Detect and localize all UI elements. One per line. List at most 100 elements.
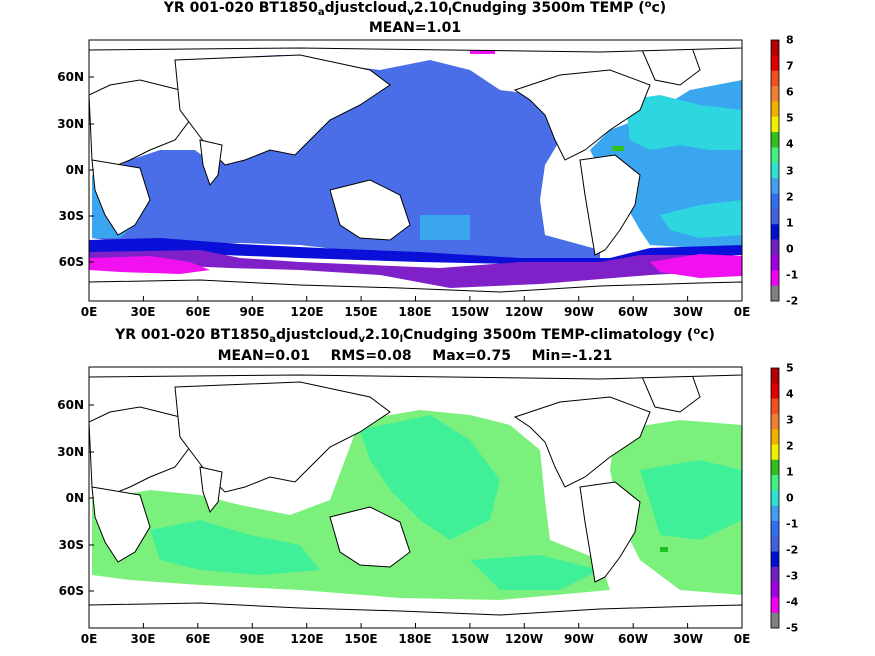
ocean-field-sw-pacific: [420, 215, 470, 240]
panel2-stats: MEAN=0.01 RMS=0.08 Max=0.75 Min=-1.21: [217, 348, 613, 364]
colorbar-swatch: [771, 193, 779, 210]
land-australia-2: [329, 506, 411, 568]
land-asia: [174, 54, 391, 166]
x-tick: 60E: [185, 632, 211, 646]
x-tick: 180E: [398, 632, 432, 646]
colorbar-label: 8: [786, 33, 794, 47]
x-tick: 60W: [618, 305, 648, 319]
x-tick: 30E: [130, 305, 156, 319]
land-sa-2: [579, 481, 641, 583]
x-tick: 150W: [450, 632, 490, 646]
colorbar-swatch: [771, 285, 779, 302]
colorbar-swatch: [771, 505, 779, 522]
colorbar-label: 1: [786, 216, 794, 230]
x-tick: 120W: [504, 632, 544, 646]
land-india-2: [199, 466, 223, 514]
colorbar-swatch: [771, 40, 779, 56]
panel1-ticks: [89, 76, 689, 301]
ocean-band-purple: [89, 250, 742, 288]
ocean-field-blue: [92, 55, 600, 262]
panel2-ticks: [89, 404, 689, 628]
colorbar-swatch: [771, 612, 779, 629]
panel1-title: YR 001-020 BT1850adjustcloudv2.10lCnudgi…: [163, 0, 667, 18]
land-africa-south-2: [91, 486, 151, 563]
land-antarctica: [89, 279, 742, 301]
colorbar-label: 1: [786, 465, 794, 479]
colorbar-label: -2: [786, 294, 799, 308]
y-tick: 60S: [58, 255, 84, 269]
colorbar-swatch: [771, 70, 779, 87]
ocean-band-magenta: [89, 256, 210, 274]
panel2-colorbar: [770, 367, 780, 629]
x-tick: 0E: [733, 632, 751, 646]
colorbar-label: 4: [786, 387, 794, 401]
colorbar-swatch: [771, 383, 779, 399]
colorbar-swatch: [771, 459, 779, 476]
colorbar-swatch: [771, 254, 779, 271]
x-tick: 90W: [564, 632, 594, 646]
panel1-map: [89, 40, 742, 301]
colorbar-swatch: [771, 224, 779, 240]
land-na: [513, 69, 651, 161]
x-tick: 90E: [239, 305, 265, 319]
colorbar-swatch: [771, 86, 779, 102]
y-tick: 0N: [65, 491, 84, 505]
colorbar-swatch: [771, 55, 779, 72]
land-arctic-2: [89, 367, 742, 380]
colorbar-label: 2: [786, 439, 794, 453]
green-dot: [612, 146, 624, 151]
colorbar-label: -4: [786, 595, 799, 609]
y-tick: 60N: [57, 70, 84, 84]
colorbar-label: 7: [786, 59, 794, 73]
y-tick: 30S: [58, 538, 84, 552]
colorbar-swatch: [771, 368, 779, 384]
colorbar-swatch: [771, 208, 779, 225]
colorbar-label: 5: [786, 111, 794, 125]
colorbar-label: 5: [786, 361, 794, 375]
ocean-band-dark-blue: [89, 238, 742, 265]
ocean-field-mid-3: [640, 460, 742, 540]
x-tick: 30W: [673, 305, 703, 319]
colorbar-swatch: [771, 444, 779, 461]
colorbar-swatch: [771, 116, 779, 133]
colorbar-swatch: [771, 270, 779, 286]
colorbar-frame: [770, 367, 780, 629]
colorbar-swatch: [771, 178, 779, 194]
x-tick: 90W: [564, 305, 594, 319]
colorbar-label: 0: [786, 242, 794, 256]
panel1-stats: MEAN=1.01: [368, 20, 462, 36]
colorbar-label: -3: [786, 569, 799, 583]
colorbar-swatch: [771, 429, 779, 445]
colorbar-swatch: [771, 597, 779, 614]
green-dot-2: [660, 547, 668, 552]
x-tick: 120E: [290, 305, 324, 319]
colorbar-label: -5: [786, 621, 799, 635]
land-arctic: [89, 40, 742, 53]
x-tick: 0E: [733, 305, 751, 319]
ocean-field-mid-4: [470, 555, 600, 590]
panel2-title: YR 001-020 BT1850adjustcloudv2.10lCnudgi…: [115, 326, 715, 345]
colorbar-label: 0: [786, 491, 794, 505]
x-tick: 120E: [290, 632, 324, 646]
x-tick: 0E: [80, 632, 98, 646]
y-tick: 30N: [57, 445, 84, 459]
colorbar-swatch: [771, 566, 779, 583]
x-tick: 90E: [239, 632, 265, 646]
land-india: [199, 139, 223, 187]
x-tick: 180E: [398, 305, 432, 319]
colorbar-swatch: [771, 536, 779, 552]
ocean-field-cyan-south: [660, 200, 742, 238]
colorbar-swatch: [771, 398, 779, 415]
y-tick: 60S: [58, 584, 84, 598]
x-tick: 150E: [344, 305, 378, 319]
colorbar-swatch: [771, 551, 779, 568]
colorbar-label: -2: [786, 543, 799, 557]
colorbar-swatch: [771, 413, 779, 430]
x-tick: 0E: [80, 305, 98, 319]
colorbar-swatch: [771, 239, 779, 256]
land-antarctica-2: [89, 602, 742, 628]
y-tick: 60N: [57, 398, 84, 412]
panel2-map: [89, 367, 742, 628]
y-tick: 30S: [58, 209, 84, 223]
